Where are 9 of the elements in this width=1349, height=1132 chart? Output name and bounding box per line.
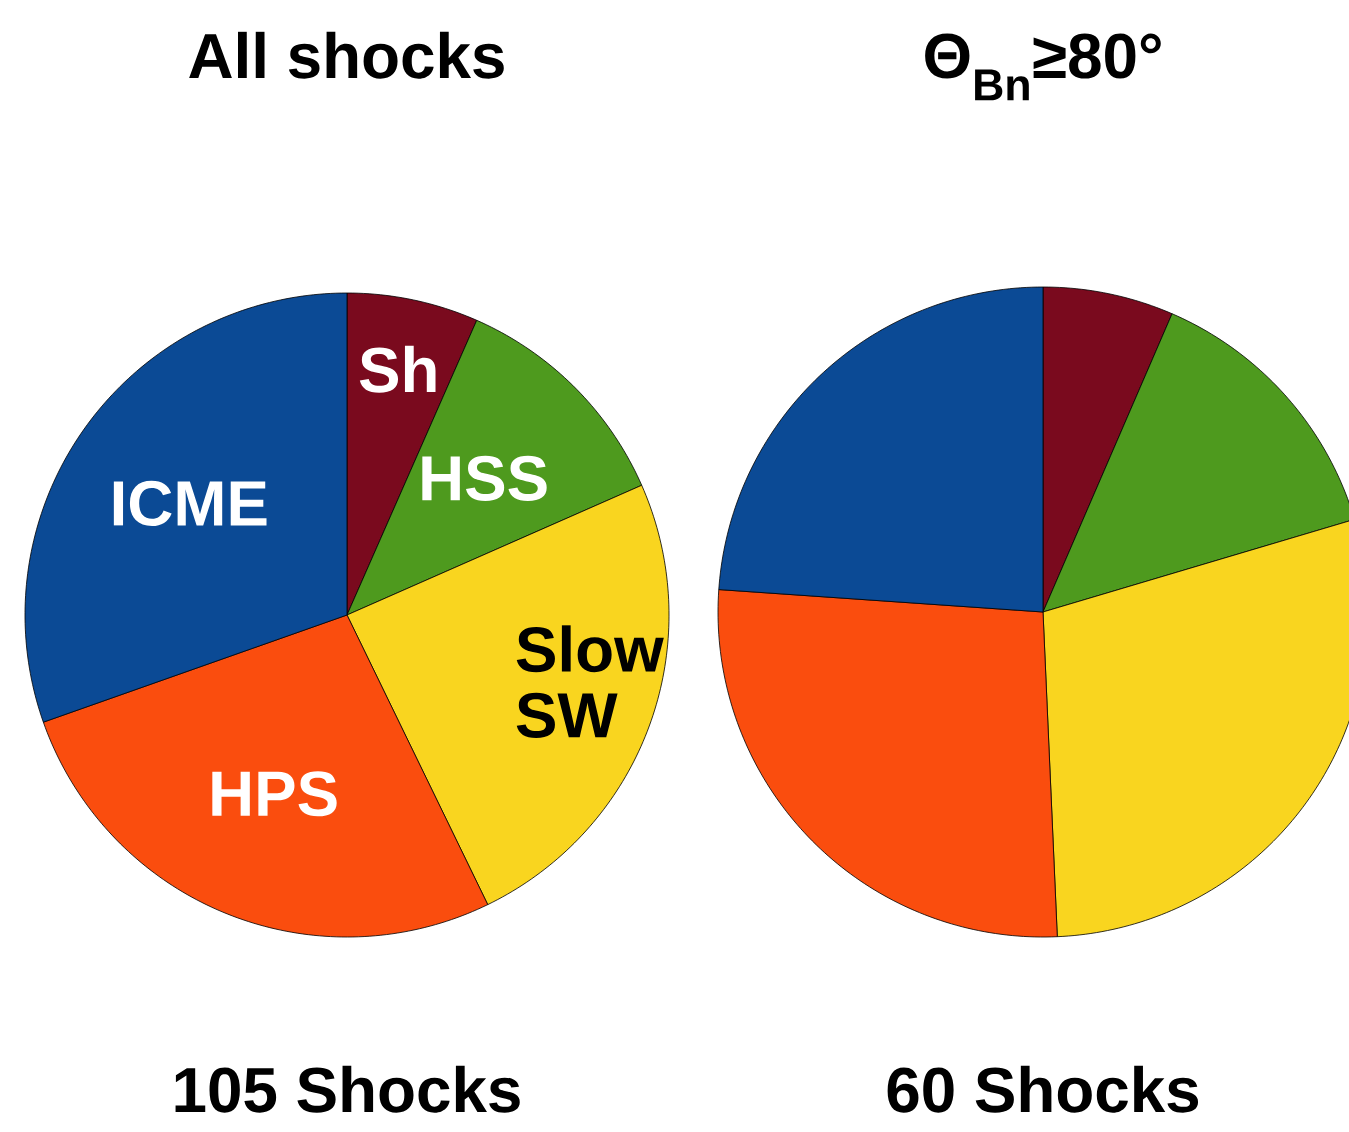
chart-title: Θ$_{Bn}$≥80°: [925, 33, 1161, 101]
text: 105 Shocks: [175, 1065, 520, 1113]
slice-label: HSS: [422, 455, 547, 501]
slice-label: Slow SW: [516, 625, 664, 738]
text: 60 Shocks: [887, 1065, 1199, 1113]
slice-label: ICME: [113, 480, 267, 527]
chart-title: All shocks: [189, 31, 504, 79]
slice-label: Sh: [359, 345, 436, 393]
slice-label: HPS: [212, 771, 337, 817]
